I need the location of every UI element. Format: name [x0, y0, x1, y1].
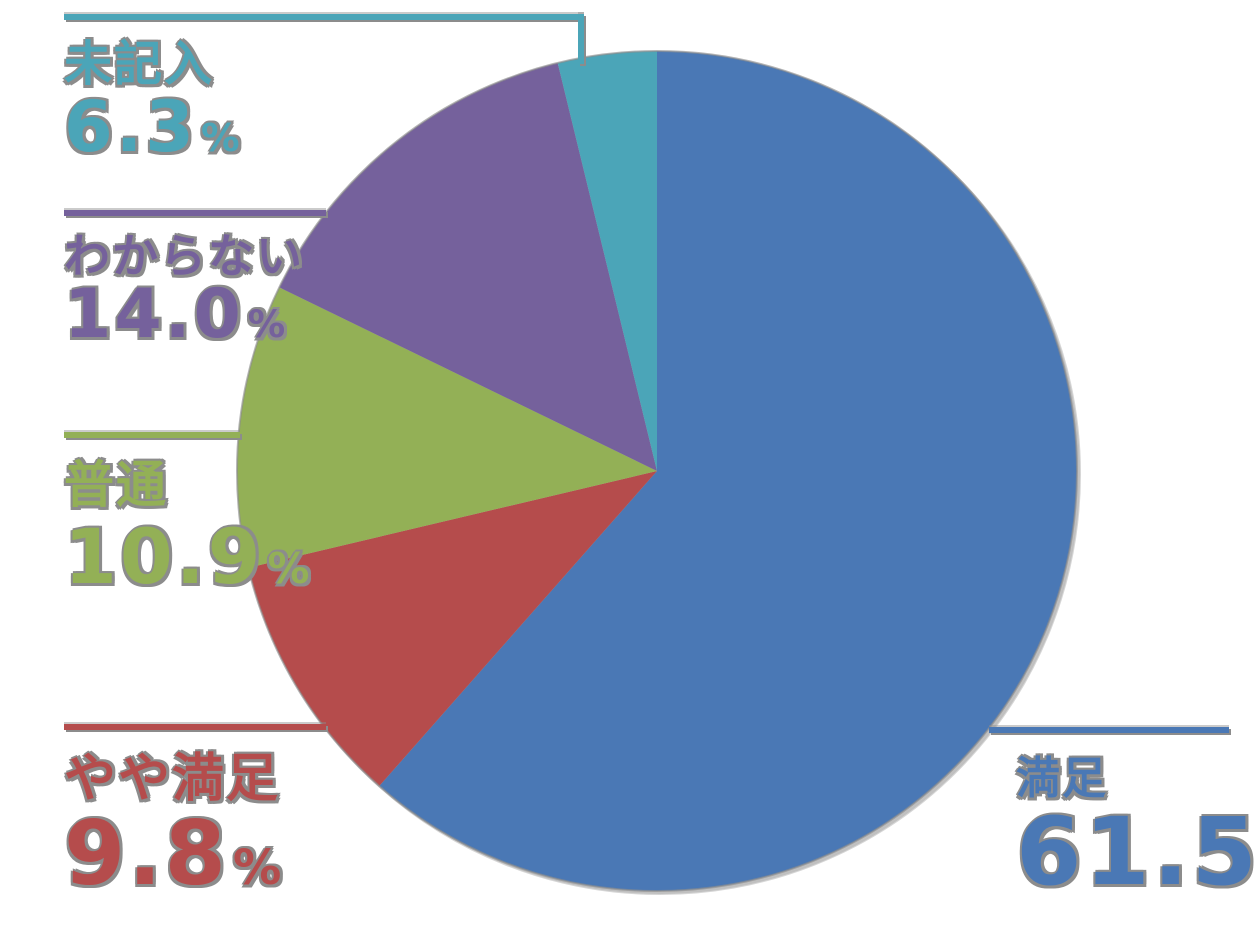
- pie-chart: [231, 45, 1083, 897]
- leader-line: [64, 432, 240, 438]
- leader-line: [64, 210, 326, 216]
- percent-sign: %: [267, 544, 313, 593]
- slice-label: 普通: [64, 456, 168, 514]
- pie-slice-4: [557, 51, 657, 471]
- slice-label: わからない: [64, 229, 304, 283]
- leader-line-elbow: [578, 14, 584, 64]
- percent-sign: %: [247, 302, 289, 346]
- percent-value: 9.8: [64, 802, 229, 905]
- percent-sign: %: [201, 116, 243, 161]
- slice-label: 未記入: [64, 36, 215, 92]
- percent-value: 14.0: [64, 275, 244, 354]
- percent-value: 61.5: [1016, 798, 1260, 907]
- percent-value: 10.9: [64, 512, 264, 601]
- pie-outline: [236, 50, 1078, 892]
- slice-percent: 6.3%: [64, 92, 243, 162]
- pie-slice-0: [379, 51, 1077, 891]
- slice-label: やや満足: [64, 749, 281, 809]
- percent-sign: %: [232, 840, 285, 896]
- pie-slice-2: [237, 287, 657, 568]
- leader-line: [989, 727, 1229, 733]
- slice-percent: 14.0%: [64, 281, 288, 349]
- leader-line: [64, 724, 326, 730]
- percent-value: 6.3: [64, 86, 198, 168]
- slice-label: 満足: [1016, 753, 1108, 804]
- slice-percent: 10.9%: [64, 519, 312, 595]
- leader-line: [64, 14, 584, 20]
- pie-slice-3: [279, 62, 657, 471]
- slice-percent: 9.8%: [64, 810, 284, 898]
- pie-slice-1: [248, 471, 658, 787]
- slice-percent: 61.5%: [1016, 806, 1260, 900]
- pie-chart-svg: [236, 50, 1078, 892]
